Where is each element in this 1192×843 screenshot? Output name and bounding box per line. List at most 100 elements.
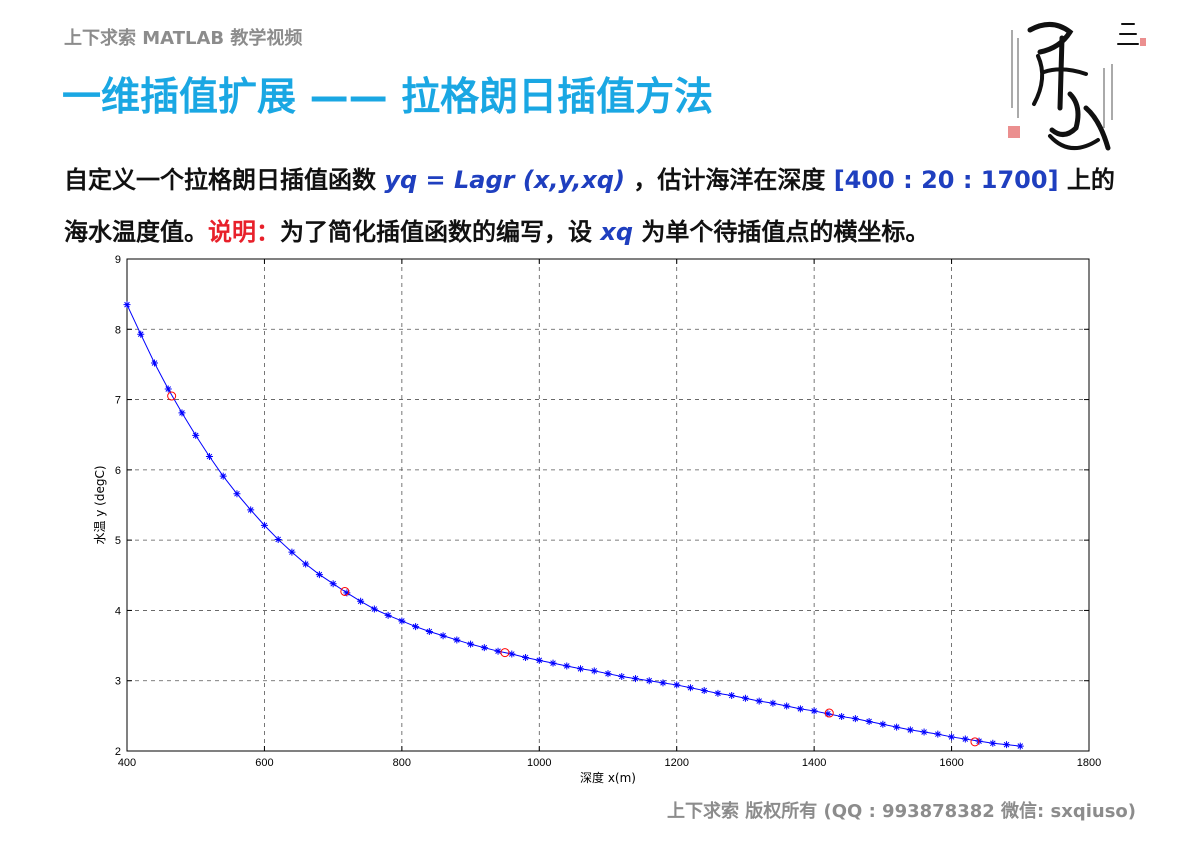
star-marker — [494, 647, 502, 655]
x-tick-label: 400 — [118, 757, 136, 769]
x-tick-label: 1800 — [1077, 757, 1101, 769]
y-axis-label: 水温 y (degC) — [93, 465, 107, 544]
star-marker — [439, 632, 447, 640]
y-tick-label: 9 — [115, 254, 121, 266]
circle-marker — [340, 586, 350, 596]
x-tick-label: 1000 — [527, 757, 551, 769]
star-marker — [343, 589, 351, 597]
star-marker — [948, 733, 956, 741]
star-marker — [796, 705, 804, 713]
y-tick-label: 8 — [115, 324, 121, 336]
star-marker — [480, 644, 488, 652]
star-marker — [302, 560, 310, 568]
chart-grid — [127, 259, 1089, 751]
star-marker — [590, 667, 598, 675]
x-axis-label: 深度 x(m) — [580, 770, 636, 785]
star-marker — [879, 720, 887, 728]
star-marker — [865, 717, 873, 725]
x-tick-label: 1600 — [939, 757, 963, 769]
function-signature: yq = Lagr (x,y,xq) — [384, 166, 625, 194]
star-marker — [425, 628, 433, 636]
star-marker — [178, 409, 186, 417]
variable-name: xq — [600, 218, 634, 246]
description-text: 上的 — [1058, 166, 1115, 194]
star-marker — [906, 726, 914, 734]
star-marker — [412, 623, 420, 631]
star-marker — [824, 710, 832, 718]
course-label: 上下求索 MATLAB 教学视频 — [64, 28, 303, 49]
description-text: 为单个待插值点的横坐标。 — [633, 218, 930, 246]
star-marker — [315, 571, 323, 579]
description-line-1: 自定义一个拉格朗日插值函数 yq = Lagr (x,y,xq) ，估计海洋在深… — [64, 160, 1154, 195]
star-marker — [728, 691, 736, 699]
star-marker — [137, 330, 145, 338]
star-marker — [508, 650, 516, 658]
description-text: 自定义一个拉格朗日插值函数 — [64, 166, 385, 194]
star-marker — [1003, 741, 1011, 749]
plot-frame — [126, 258, 1090, 752]
star-marker — [247, 506, 255, 514]
star-marker — [989, 739, 997, 747]
chart-series — [123, 301, 1024, 750]
circle-marker — [500, 648, 510, 658]
x-tick-label: 800 — [393, 757, 411, 769]
star-marker — [631, 675, 639, 683]
star-marker — [851, 715, 859, 723]
depth-range: [400 : 20 : 1700] — [833, 166, 1059, 194]
star-marker — [233, 490, 241, 498]
star-marker — [549, 659, 557, 667]
description-text: ，估计海洋在深度 — [624, 166, 834, 194]
description-text: 海水温度值。 — [64, 218, 208, 246]
star-marker — [659, 679, 667, 687]
circle-marker — [970, 737, 980, 747]
star-marker — [686, 684, 694, 692]
star-marker — [714, 689, 722, 697]
star-marker — [219, 472, 227, 480]
y-tick-label: 6 — [115, 465, 121, 477]
star-marker — [192, 431, 200, 439]
star-marker — [893, 723, 901, 731]
circle-marker — [167, 391, 177, 401]
star-marker — [934, 730, 942, 738]
star-marker — [577, 665, 585, 673]
star-marker — [563, 662, 571, 670]
star-marker — [370, 605, 378, 613]
star-marker — [604, 670, 612, 678]
calligraphy-seal-logo — [1008, 22, 1146, 151]
star-marker — [522, 654, 530, 662]
copyright-footer: 上下求索 版权所有 (QQ : 993878382 微信: sxqiuso) — [666, 801, 1136, 822]
description-text: 为了简化插值函数的编写，设 — [280, 218, 601, 246]
star-marker — [453, 636, 461, 644]
y-tick-label: 2 — [115, 746, 121, 758]
y-tick-label: 5 — [115, 535, 121, 547]
star-marker — [260, 521, 268, 529]
note-label: 说明： — [208, 218, 280, 246]
star-marker — [769, 699, 777, 707]
star-marker — [123, 301, 131, 309]
star-marker — [673, 681, 681, 689]
star-marker — [205, 453, 213, 461]
y-tick-label: 7 — [115, 395, 121, 407]
star-marker — [357, 597, 365, 605]
star-marker — [618, 672, 626, 680]
star-marker — [467, 640, 475, 648]
chart-axes — [126, 258, 1090, 752]
x-tick-label: 1200 — [664, 757, 688, 769]
star-marker — [150, 359, 158, 367]
y-tick-label: 4 — [115, 605, 121, 617]
description-line-2: 海水温度值。说明：为了简化插值函数的编写，设 xq 为单个待插值点的横坐标。 — [64, 212, 1154, 247]
y-tick-label: 3 — [115, 676, 121, 688]
star-marker — [398, 617, 406, 625]
x-tick-label: 1400 — [802, 757, 826, 769]
page-title: 一维插值扩展 —— 拉格朗日插值方法 — [62, 75, 714, 120]
circle-marker — [824, 708, 834, 718]
star-marker — [810, 707, 818, 715]
star-marker — [329, 580, 337, 588]
star-marker — [274, 535, 282, 543]
star-marker — [961, 735, 969, 743]
star-marker — [1016, 742, 1024, 750]
star-marker — [288, 548, 296, 556]
star-marker — [755, 697, 763, 705]
star-marker — [164, 385, 172, 393]
